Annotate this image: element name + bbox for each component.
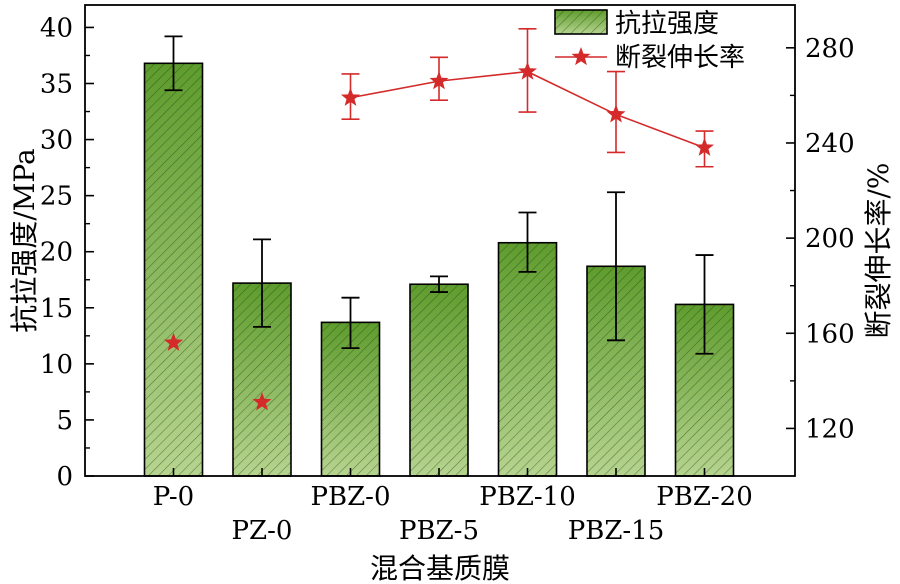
bar-error-P-0 — [164, 35, 183, 92]
left-tick-label: 5 — [56, 406, 73, 436]
legend-label-strength: 抗拉强度 — [615, 9, 719, 39]
right-tick-label: 120 — [805, 414, 855, 444]
x-tick-label: PBZ-0 — [311, 482, 391, 512]
right-tick-label: 160 — [805, 319, 855, 349]
bar-error-PBZ-5 — [430, 275, 448, 293]
left-tick-label: 15 — [40, 294, 73, 324]
left-tick-label: 30 — [40, 126, 73, 156]
elongation-point-PBZ-0 — [340, 87, 361, 106]
right-tick-label: 280 — [805, 34, 855, 64]
bar-series — [143, 35, 735, 477]
bar-error-PBZ-15 — [607, 191, 625, 342]
elongation-point-PZ-0 — [252, 392, 272, 411]
elongation-point-PBZ-15 — [606, 104, 626, 123]
line-series — [163, 27, 715, 411]
left-axis-title: 抗拉强度/MPa — [8, 148, 41, 332]
right-tick-label: 200 — [805, 224, 855, 254]
x-tick-label: PBZ-10 — [479, 482, 576, 512]
legend-bar-swatch-hatch — [554, 9, 608, 35]
bar-error-PBZ-10 — [518, 211, 537, 273]
bar-error-PBZ-20 — [695, 254, 714, 355]
x-tick-label: PBZ-5 — [399, 516, 479, 546]
legend-star-icon — [571, 47, 591, 66]
elongation-point-PBZ-20 — [694, 137, 715, 156]
bar-error-PBZ-0 — [341, 296, 360, 350]
x-tick-label: PBZ-15 — [568, 516, 665, 546]
right-tick-label: 240 — [805, 129, 855, 159]
right-axis-title: 断裂伸长率/% — [862, 162, 895, 338]
x-tick-label: PZ-0 — [232, 516, 293, 546]
x-tick-label: P-0 — [153, 482, 194, 512]
x-axis-title: 混合基质膜 — [370, 552, 510, 584]
elongation-point-P-0 — [163, 332, 184, 351]
elongation-point-PBZ-5 — [429, 71, 449, 90]
left-tick-label: 20 — [40, 238, 73, 268]
left-tick-label: 35 — [40, 70, 73, 100]
left-tick-label: 40 — [40, 13, 73, 43]
bar-hatch-PBZ-5 — [409, 283, 469, 477]
left-tick-label: 10 — [40, 350, 73, 380]
plot-frame — [84, 4, 796, 477]
left-tick-label: 25 — [40, 182, 73, 212]
left-tick-label: 0 — [56, 462, 73, 492]
bar-hatch-P-0 — [143, 62, 204, 477]
legend-label-elongation: 断裂伸长率 — [615, 43, 745, 73]
bar-hatch-PBZ-10 — [497, 241, 558, 477]
bar-error-PZ-0 — [253, 238, 271, 328]
elongation-point-PBZ-10 — [517, 61, 538, 80]
x-tick-label: PBZ-20 — [656, 482, 753, 512]
axes: 0 5 10 15 20 25 30 35 40 120 160 200 240 280 P-0 PZ-0 PB… — [8, 4, 895, 584]
